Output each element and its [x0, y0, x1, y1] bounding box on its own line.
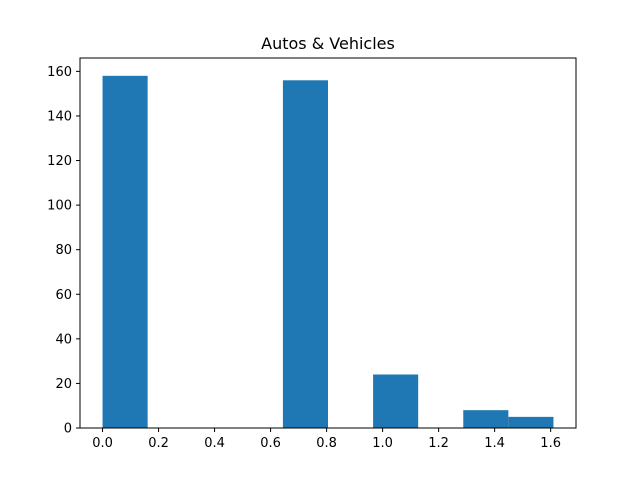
y-tick-label: 20 — [55, 377, 72, 392]
y-tick-label: 160 — [47, 65, 72, 80]
plot-frame — [79, 57, 577, 429]
y-tick-label: 80 — [55, 243, 72, 258]
chart-title: Autos & Vehicles — [261, 34, 395, 53]
y-tick-label: 120 — [47, 154, 72, 169]
x-tick-label: 0.0 — [92, 436, 113, 451]
histogram-bar — [508, 416, 554, 428]
x-tick-label: 0.8 — [316, 436, 337, 451]
x-tick-label: 1.0 — [372, 436, 393, 451]
x-axis: 0.0 0.2 0.4 0.6 0.8 1.0 1.2 1.4 1.6 — [92, 428, 561, 451]
x-tick-label: 0.2 — [148, 436, 169, 451]
bars-group — [102, 75, 554, 428]
histogram-bar — [102, 75, 148, 428]
x-tick-label: 1.4 — [484, 436, 505, 451]
histogram-bar — [463, 410, 509, 428]
x-tick-label: 0.4 — [204, 436, 225, 451]
y-tick-label: 60 — [55, 288, 72, 303]
x-tick-label: 0.6 — [260, 436, 281, 451]
x-tick-label: 1.2 — [428, 436, 449, 451]
histogram-bar — [373, 374, 419, 428]
y-tick-label: 0 — [64, 422, 72, 437]
y-axis: 0 20 40 60 80 100 120 140 160 — [47, 65, 80, 437]
y-tick-label: 100 — [47, 199, 72, 214]
histogram-bar — [282, 80, 328, 428]
y-tick-label: 40 — [55, 332, 72, 347]
x-tick-label: 1.6 — [540, 436, 561, 451]
y-tick-label: 140 — [47, 109, 72, 124]
